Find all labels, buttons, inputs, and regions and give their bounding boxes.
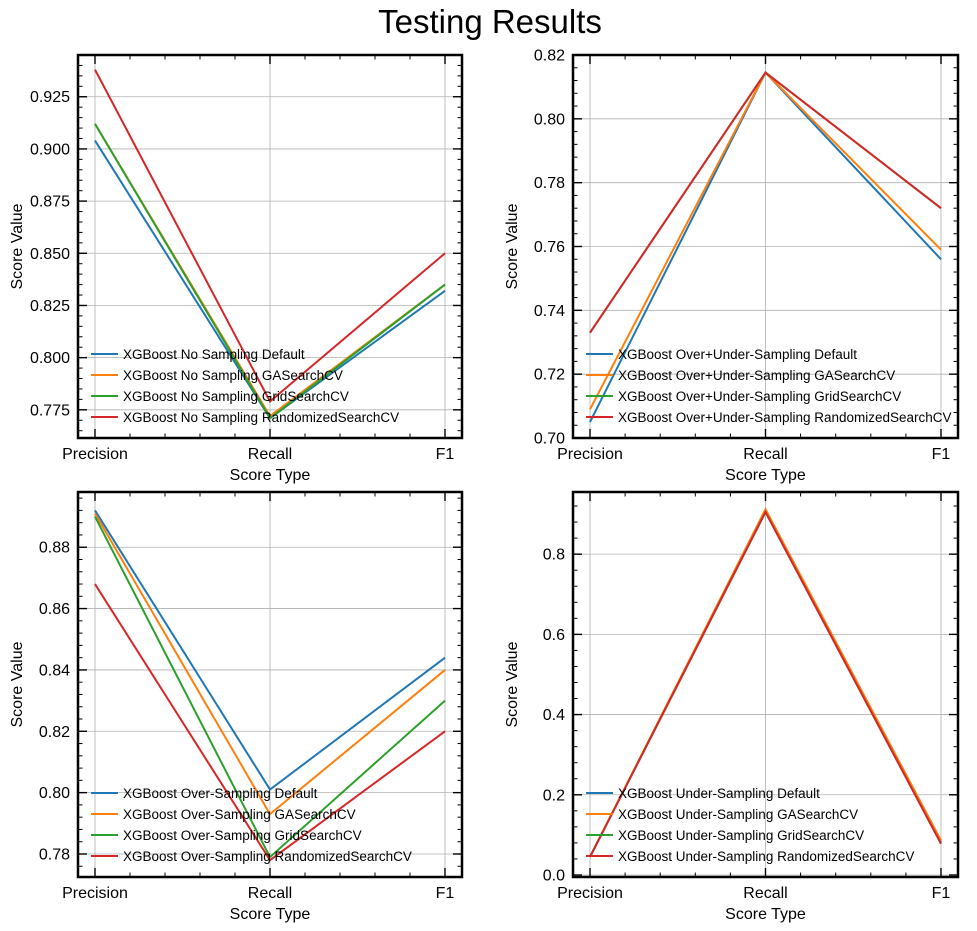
figure-title: Testing Results	[378, 3, 602, 40]
subplots: 0.775 0.800 0.825 0.850 0.875 0.900 0.925 Preci…	[9, 48, 960, 923]
y-tick-label: 0.80	[534, 111, 565, 128]
y-tick-label: 0.4	[543, 707, 565, 724]
y-tick-label: 0.86	[39, 601, 70, 618]
series-lines	[94, 509, 446, 862]
x-tick-label: Precision	[557, 885, 623, 902]
y-tick-label: 0.0	[543, 867, 565, 884]
grid	[78, 492, 462, 877]
y-tick-label: 0.8	[543, 547, 565, 564]
legend: XGBoost Over-Sampling Default XGBoost Ove…	[91, 786, 412, 864]
series-line-2	[94, 512, 446, 816]
legend: XGBoost Under-Sampling Default XGBoost Un…	[586, 786, 914, 864]
x-tick-label: Precision	[557, 446, 623, 463]
y-tick-label: 0.800	[30, 350, 70, 367]
y-tick-label: 0.78	[39, 846, 70, 863]
legend-label: XGBoost Under-Sampling GridSearchCV	[618, 828, 864, 843]
legend-label: XGBoost Over+Under-Sampling GASearchCV	[618, 368, 895, 383]
x-axis-label: Score Type	[230, 467, 311, 484]
y-tick-label: 0.82	[534, 48, 565, 65]
y-tick-label: 0.875	[30, 194, 70, 211]
x-tick-label: F1	[436, 446, 455, 463]
y-tick-label: 0.78	[534, 175, 565, 192]
series-line-1	[94, 509, 446, 792]
y-tick-label: 0.775	[30, 402, 70, 419]
axes-frame	[571, 53, 960, 440]
x-tick-label: F1	[436, 885, 455, 902]
y-axis-label: Score Value	[9, 203, 26, 289]
x-tick-label: Precision	[62, 885, 128, 902]
series-line-4	[94, 583, 446, 862]
y-tick-label: 0.88	[39, 540, 70, 557]
axes-frame	[571, 490, 960, 879]
x-axis-label: Score Type	[230, 906, 311, 923]
y-tick-label: 0.82	[39, 724, 70, 741]
y-tick-label: 0.925	[30, 89, 70, 106]
x-tick-label: Recall	[248, 885, 292, 902]
legend-label: XGBoost Over-Sampling GASearchCV	[123, 807, 356, 822]
legend-label: XGBoost No Sampling Default	[123, 347, 305, 362]
series-line-4	[94, 69, 446, 404]
legend-label: XGBoost Under-Sampling GASearchCV	[618, 807, 858, 822]
legend-label: XGBoost Over+Under-Sampling RandomizedSe…	[618, 410, 952, 425]
legend-label: XGBoost No Sampling GridSearchCV	[123, 389, 349, 404]
y-tick-label: 0.2	[543, 787, 565, 804]
series-line-3	[94, 516, 446, 859]
y-axis-label: Score Value	[504, 641, 521, 727]
axes-frame	[76, 53, 464, 440]
y-tick-label: 0.6	[543, 627, 565, 644]
y-tick-label: 0.900	[30, 141, 70, 158]
y-tick-label: 0.72	[534, 367, 565, 384]
y-tick-label: 0.850	[30, 246, 70, 263]
subplot-2: 0.70 0.72 0.74 0.76 0.78 0.80 0.82 Precision Rec…	[504, 48, 960, 484]
subplot-3: 0.78 0.80 0.82 0.84 0.86 0.88 Precision Recall F…	[9, 490, 464, 923]
series-lines	[589, 507, 942, 858]
x-tick-label: Precision	[62, 446, 128, 463]
legend-label: XGBoost Over-Sampling GridSearchCV	[123, 828, 362, 843]
legend-label: XGBoost Under-Sampling Default	[618, 786, 820, 801]
x-tick-label: F1	[932, 885, 951, 902]
series-lines	[589, 70, 942, 423]
legend-label: XGBoost Over+Under-Sampling GridSearchCV	[618, 389, 901, 404]
y-tick-label: 0.84	[39, 662, 70, 679]
legend-label: XGBoost No Sampling GASearchCV	[123, 368, 343, 383]
y-axis-label: Score Value	[504, 203, 521, 289]
series-lines	[94, 69, 446, 420]
series-line-4	[589, 509, 942, 858]
grid	[78, 55, 462, 438]
series-line-4	[589, 71, 942, 334]
x-axis-label: Score Type	[725, 467, 806, 484]
x-tick-label: F1	[932, 446, 951, 463]
subplot-1: 0.775 0.800 0.825 0.850 0.875 0.900 0.925 Preci…	[9, 53, 464, 484]
legend-label: XGBoost Under-Sampling RandomizedSearchC…	[618, 849, 914, 864]
subplot-4: 0.0 0.2 0.4 0.6 0.8 Precision Recall F1 Score Ty…	[504, 490, 960, 923]
y-tick-label: 0.825	[30, 298, 70, 315]
series-line-3	[94, 123, 446, 420]
ticks	[573, 55, 958, 438]
grid	[573, 492, 958, 877]
axes-frame	[76, 490, 464, 879]
x-axis-label: Score Type	[725, 906, 806, 923]
legend-label: XGBoost Over-Sampling Default	[123, 786, 318, 801]
y-tick-label: 0.80	[39, 785, 70, 802]
x-tick-label: Recall	[743, 885, 787, 902]
legend-label: XGBoost No Sampling RandomizedSearchCV	[123, 410, 399, 425]
legend: XGBoost Over+Under-Sampling Default XGBoo…	[586, 347, 952, 425]
y-axis-label: Score Value	[9, 641, 26, 727]
y-tick-label: 0.70	[534, 431, 565, 448]
y-tick-label: 0.74	[534, 303, 565, 320]
legend-label: XGBoost Over-Sampling RandomizedSearchCV	[123, 849, 412, 864]
x-tick-label: Recall	[743, 446, 787, 463]
y-tick-label: 0.76	[534, 239, 565, 256]
x-tick-label: Recall	[248, 446, 292, 463]
legend-label: XGBoost Over+Under-Sampling Default	[618, 347, 857, 362]
ticks	[573, 492, 958, 877]
legend: XGBoost No Sampling Default XGBoost No Sa…	[91, 347, 399, 425]
